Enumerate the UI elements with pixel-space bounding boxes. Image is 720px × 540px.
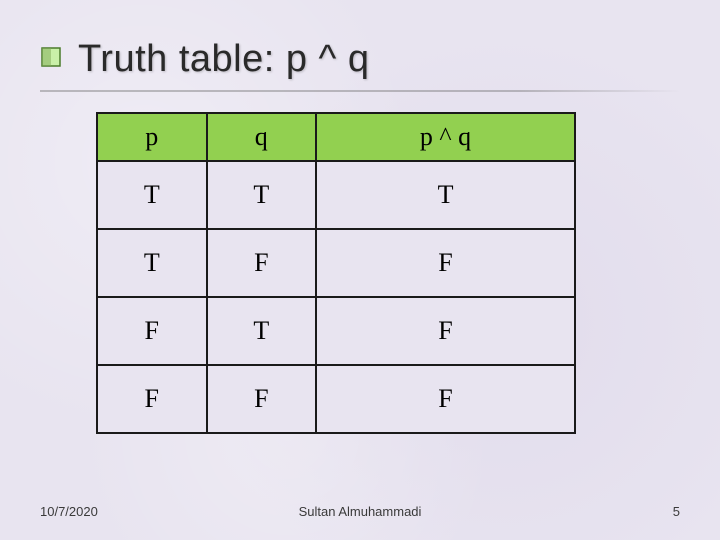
table-row: F T F [97,297,575,365]
slide-title-block: Truth table: p ^ q [40,38,680,81]
cell: F [316,365,575,433]
cell: T [207,297,317,365]
cell: F [97,297,207,365]
cell: F [207,365,317,433]
cell: T [207,161,317,229]
footer-page-number: 5 [673,504,680,519]
col-header-p: p [97,113,207,161]
cell: T [97,229,207,297]
cell: F [316,297,575,365]
slide-title: Truth table: p ^ q [78,38,680,81]
table-row: T T T [97,161,575,229]
table-row: F F F [97,365,575,433]
cell: F [207,229,317,297]
truth-table-container: p q p ^ q T T T T F F F T F F [96,112,576,434]
col-header-q: q [207,113,317,161]
cell: F [316,229,575,297]
cell: T [316,161,575,229]
table-row: T F F [97,229,575,297]
table-body: T T T T F F F T F F F F [97,161,575,433]
bullet-icon [40,46,62,68]
table-header-row: p q p ^ q [97,113,575,161]
col-header-pq: p ^ q [316,113,575,161]
footer-author: Sultan Almuhammadi [0,504,720,519]
title-underline [40,90,680,92]
truth-table: p q p ^ q T T T T F F F T F F [96,112,576,434]
cell: F [97,365,207,433]
slide-footer: 10/7/2020 Sultan Almuhammadi 5 [0,504,720,524]
cell: T [97,161,207,229]
